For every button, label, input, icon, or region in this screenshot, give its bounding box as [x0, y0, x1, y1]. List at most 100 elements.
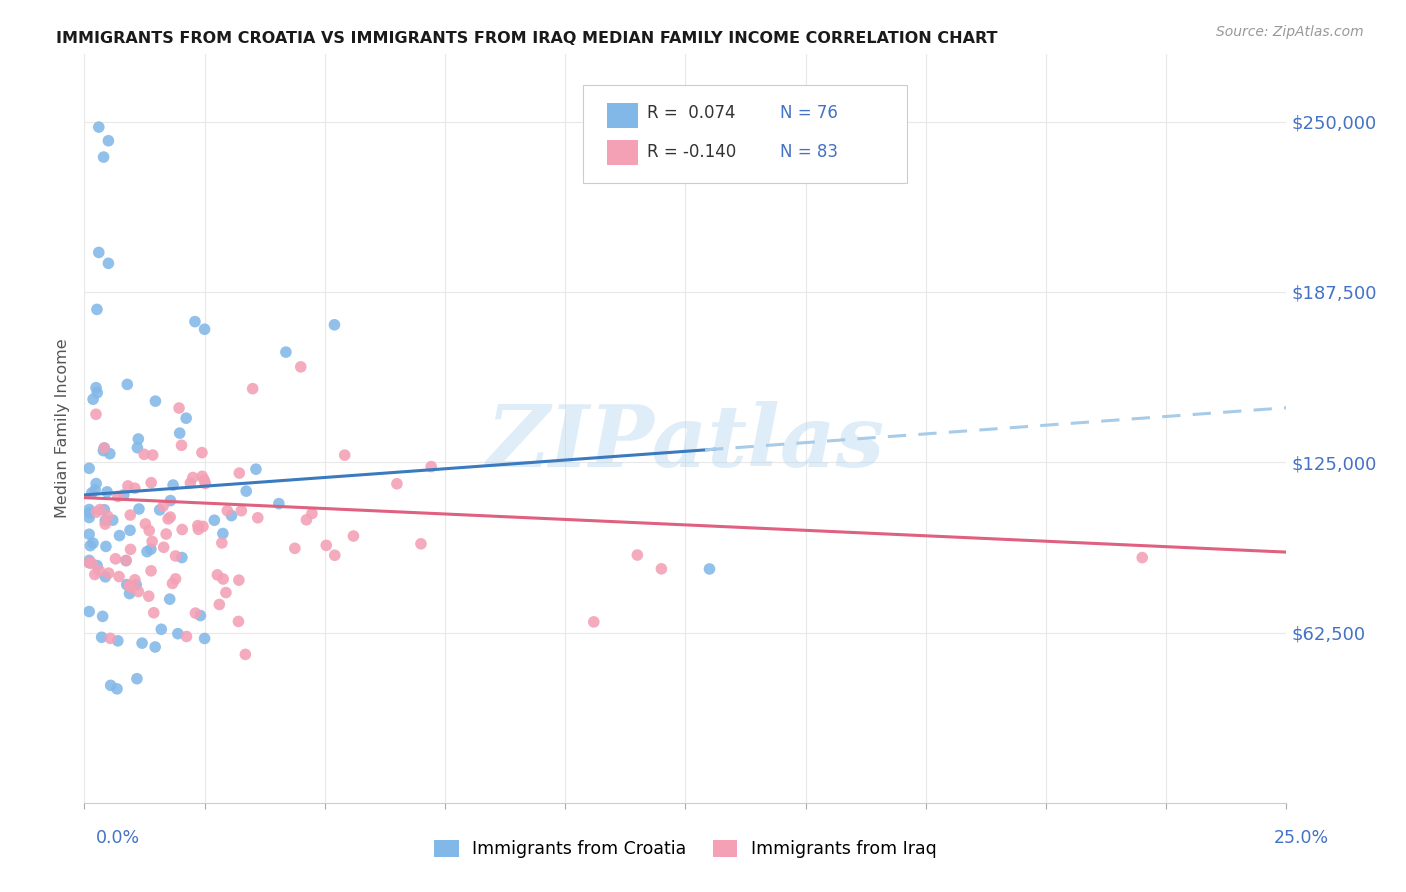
Point	[127, 432, 149, 446]
Point	[87, 245, 110, 260]
Point	[191, 519, 214, 533]
Point	[141, 475, 163, 490]
Point	[228, 615, 250, 629]
Point	[77, 510, 100, 524]
Point	[93, 441, 115, 455]
Point	[112, 488, 135, 502]
Text: N = 76: N = 76	[780, 104, 838, 122]
Point	[323, 318, 346, 332]
Point	[274, 345, 297, 359]
Point	[115, 553, 138, 567]
Point	[187, 522, 209, 536]
Point	[228, 573, 250, 587]
Point	[385, 476, 408, 491]
Text: ZIPatlas: ZIPatlas	[486, 401, 884, 485]
Point	[118, 523, 141, 537]
Point	[108, 569, 131, 583]
Point	[179, 476, 201, 491]
Text: R =  0.074: R = 0.074	[647, 104, 735, 122]
Point	[98, 632, 121, 646]
Text: Source: ZipAtlas.com: Source: ZipAtlas.com	[1216, 25, 1364, 39]
Point	[101, 513, 124, 527]
Point	[107, 633, 129, 648]
Point	[87, 120, 110, 134]
Point	[94, 517, 117, 532]
Point	[162, 576, 184, 591]
Text: N = 83: N = 83	[780, 143, 838, 161]
Point	[94, 570, 117, 584]
Point	[115, 553, 138, 567]
Point	[84, 476, 107, 491]
Point	[100, 678, 122, 692]
Point	[82, 392, 104, 407]
Point	[142, 448, 165, 462]
Point	[170, 550, 193, 565]
Point	[97, 256, 120, 270]
Point	[215, 585, 238, 599]
Point	[86, 302, 108, 317]
Point	[94, 513, 117, 527]
Point	[155, 527, 177, 541]
Point	[80, 486, 103, 500]
Point	[420, 459, 443, 474]
Point	[120, 508, 142, 522]
Point	[167, 401, 190, 415]
Point	[626, 548, 648, 562]
Point	[187, 518, 209, 533]
Point	[124, 481, 146, 495]
Point	[134, 447, 156, 461]
Point	[86, 558, 108, 573]
Point	[582, 615, 605, 629]
Point	[176, 630, 198, 644]
Point	[333, 448, 356, 462]
Point	[93, 150, 115, 164]
Point	[120, 580, 142, 594]
Point	[194, 322, 217, 336]
Point	[169, 426, 191, 441]
Point	[184, 315, 207, 329]
Point	[93, 443, 115, 458]
Point	[89, 564, 111, 578]
Point	[207, 567, 229, 582]
Text: R = -0.140: R = -0.140	[647, 143, 735, 161]
Point	[77, 461, 100, 475]
Point	[131, 636, 153, 650]
Point	[138, 589, 160, 603]
Point	[80, 557, 103, 571]
Point	[212, 526, 235, 541]
Point	[136, 544, 159, 558]
Point	[107, 490, 129, 504]
Point	[208, 598, 231, 612]
Point	[193, 473, 215, 487]
Point	[295, 513, 318, 527]
Point	[79, 506, 101, 520]
Point	[212, 572, 235, 586]
Point	[191, 469, 214, 483]
Point	[124, 573, 146, 587]
Point	[323, 549, 346, 563]
Point	[1130, 550, 1153, 565]
Point	[105, 681, 128, 696]
Point	[108, 528, 131, 542]
Point	[231, 504, 253, 518]
Point	[115, 577, 138, 591]
Point	[202, 513, 225, 527]
Legend: Immigrants from Croatia, Immigrants from Iraq: Immigrants from Croatia, Immigrants from…	[427, 832, 943, 865]
Point	[96, 509, 118, 524]
Point	[83, 567, 105, 582]
Point	[194, 476, 217, 491]
Point	[139, 542, 162, 557]
Point	[152, 499, 174, 513]
Point	[120, 542, 142, 557]
Point	[342, 529, 364, 543]
Point	[290, 359, 312, 374]
Point	[150, 622, 173, 636]
Point	[94, 540, 117, 554]
Point	[165, 549, 187, 563]
Point	[98, 447, 121, 461]
Point	[174, 411, 197, 425]
Point	[162, 478, 184, 492]
Point	[650, 562, 672, 576]
Point	[127, 441, 149, 455]
Point	[84, 407, 107, 421]
